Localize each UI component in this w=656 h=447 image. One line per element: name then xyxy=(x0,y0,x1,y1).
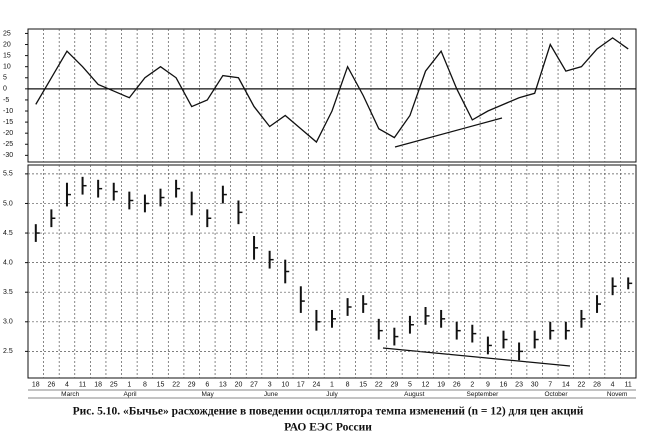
x-tick-label: 27 xyxy=(250,381,258,388)
y-tick-label: -5 xyxy=(3,97,9,104)
x-tick-label: 14 xyxy=(562,381,570,388)
y-tick-label: 15 xyxy=(3,52,11,59)
x-tick-label: 3 xyxy=(268,381,272,388)
x-tick-label: 24 xyxy=(313,381,321,388)
y-tick-label: 5.0 xyxy=(3,200,13,207)
y-tick-label: 4.0 xyxy=(3,259,13,266)
x-tick-label: 8 xyxy=(143,381,147,388)
x-tick-label: 20 xyxy=(235,381,243,388)
month-label: May xyxy=(201,391,214,398)
x-tick-label: 18 xyxy=(94,381,102,388)
month-label: April xyxy=(124,391,138,398)
x-tick-label: 16 xyxy=(500,381,508,388)
caption: РАО ЕЭС России xyxy=(284,422,372,434)
x-tick-label: 26 xyxy=(47,381,55,388)
y-tick-label: 5 xyxy=(3,75,7,82)
month-label: August xyxy=(404,391,424,398)
x-tick-label: 1 xyxy=(330,381,334,388)
oscillator-frame xyxy=(27,28,637,163)
y-tick-label: 4.5 xyxy=(3,230,13,237)
x-tick-label: 4 xyxy=(611,381,615,388)
caption: Рис. 5.10. «Бычье» расхождение в поведен… xyxy=(73,406,584,418)
x-tick-label: 18 xyxy=(32,381,40,388)
y-tick-label: 3.0 xyxy=(3,319,13,326)
y-tick-label: -30 xyxy=(3,152,13,159)
x-tick-label: 15 xyxy=(157,381,165,388)
y-tick-label: 25 xyxy=(3,30,11,37)
x-tick-label: 17 xyxy=(297,381,305,388)
y-tick-label: 5.5 xyxy=(3,171,13,178)
y-tick-label: 3.5 xyxy=(3,289,13,296)
x-tick-label: 9 xyxy=(486,381,490,388)
y-tick-label: 20 xyxy=(3,41,11,48)
x-tick-label: 26 xyxy=(453,381,461,388)
x-tick-label: 22 xyxy=(578,381,586,388)
y-tick-label: -25 xyxy=(3,141,13,148)
month-label: Novem xyxy=(607,391,628,398)
price-frame xyxy=(27,164,637,379)
x-tick-label: 22 xyxy=(375,381,383,388)
x-tick-label: 2 xyxy=(470,381,474,388)
x-tick-label: 12 xyxy=(422,381,430,388)
month-label: September xyxy=(467,391,500,398)
oscillator-trendline xyxy=(394,117,503,148)
month-label: October xyxy=(544,391,568,398)
x-tick-label: 7 xyxy=(548,381,552,388)
x-tick-label: 15 xyxy=(359,381,367,388)
x-tick-label: 25 xyxy=(110,381,118,388)
month-label: July xyxy=(326,391,338,398)
y-tick-label: 10 xyxy=(3,64,11,71)
x-tick-label: 4 xyxy=(65,381,69,388)
x-tick-label: 22 xyxy=(172,381,180,388)
x-tick-label: 10 xyxy=(281,381,289,388)
y-tick-label: 2.5 xyxy=(3,348,13,355)
x-tick-label: 30 xyxy=(531,381,539,388)
x-tick-label: 11 xyxy=(79,381,86,388)
month-label: June xyxy=(264,391,278,398)
x-tick-label: 6 xyxy=(205,381,209,388)
y-tick-label: -15 xyxy=(3,119,13,126)
price-trendline xyxy=(382,347,571,367)
x-tick-label: 1 xyxy=(127,381,131,388)
x-tick-label: 23 xyxy=(515,381,523,388)
x-tick-label: 28 xyxy=(593,381,601,388)
x-tick-label: 5 xyxy=(408,381,412,388)
x-tick-label: 8 xyxy=(346,381,350,388)
y-tick-label: 0 xyxy=(3,86,7,93)
x-tick-label: 11 xyxy=(625,381,632,388)
x-tick-label: 19 xyxy=(437,381,445,388)
oscillator-line xyxy=(35,37,629,144)
y-tick-label: -10 xyxy=(3,108,13,115)
x-tick-label: 13 xyxy=(219,381,227,388)
y-tick-label: -20 xyxy=(3,130,13,137)
month-label: March xyxy=(61,391,79,398)
x-tick-label: 29 xyxy=(188,381,196,388)
x-tick-label: 29 xyxy=(390,381,398,388)
